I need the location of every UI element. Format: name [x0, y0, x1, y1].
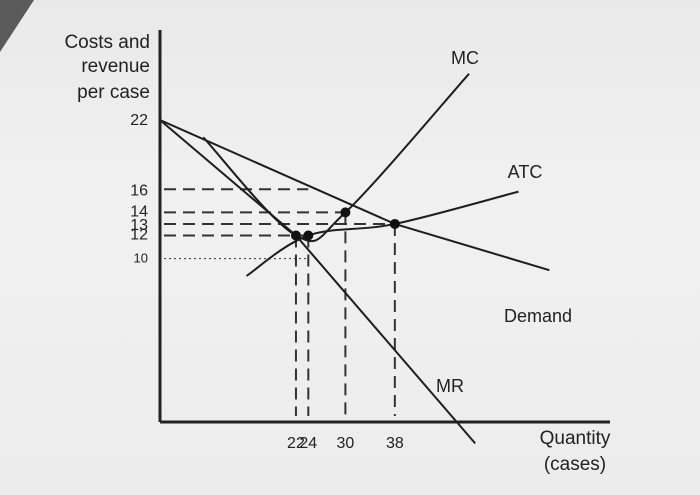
- curve-demand: [159, 119, 550, 272]
- curve-atc: [245, 190, 519, 277]
- y-axis-title-line-2: revenue: [81, 56, 150, 77]
- y-tick-13: 13: [130, 217, 148, 234]
- point-30-14: [340, 207, 351, 218]
- x-tick-30: 30: [337, 435, 355, 452]
- x-axis-title-line-2: (cases): [544, 454, 606, 475]
- series-label-atc: ATC: [508, 162, 543, 182]
- series-label-mc: MC: [451, 48, 479, 68]
- y-axis-title-line-1: Costs and: [64, 32, 150, 53]
- series-label-demand: Demand: [504, 306, 572, 326]
- x-tick-24: 24: [299, 435, 317, 452]
- corner-shadow: [0, 0, 34, 52]
- curve-mr: [159, 119, 476, 445]
- x-axis-title-line-1: Quantity: [540, 428, 611, 449]
- y-tick-16: 16: [130, 182, 148, 199]
- y-tick-22: 22: [130, 112, 148, 129]
- point-38-13: [389, 218, 400, 229]
- y-tick-14: 14: [130, 203, 148, 220]
- x-tick-22: 22: [287, 435, 305, 452]
- x-tick-38: 38: [386, 435, 404, 452]
- curve-mc: [202, 73, 470, 243]
- y-tick-10: 10: [134, 251, 148, 266]
- series-label-mr: MR: [436, 376, 464, 396]
- point-22-12: [290, 230, 301, 241]
- y-axis-title-line-3: per case: [77, 82, 150, 103]
- point-24-12: [303, 230, 314, 241]
- y-tick-12: 12: [130, 227, 148, 244]
